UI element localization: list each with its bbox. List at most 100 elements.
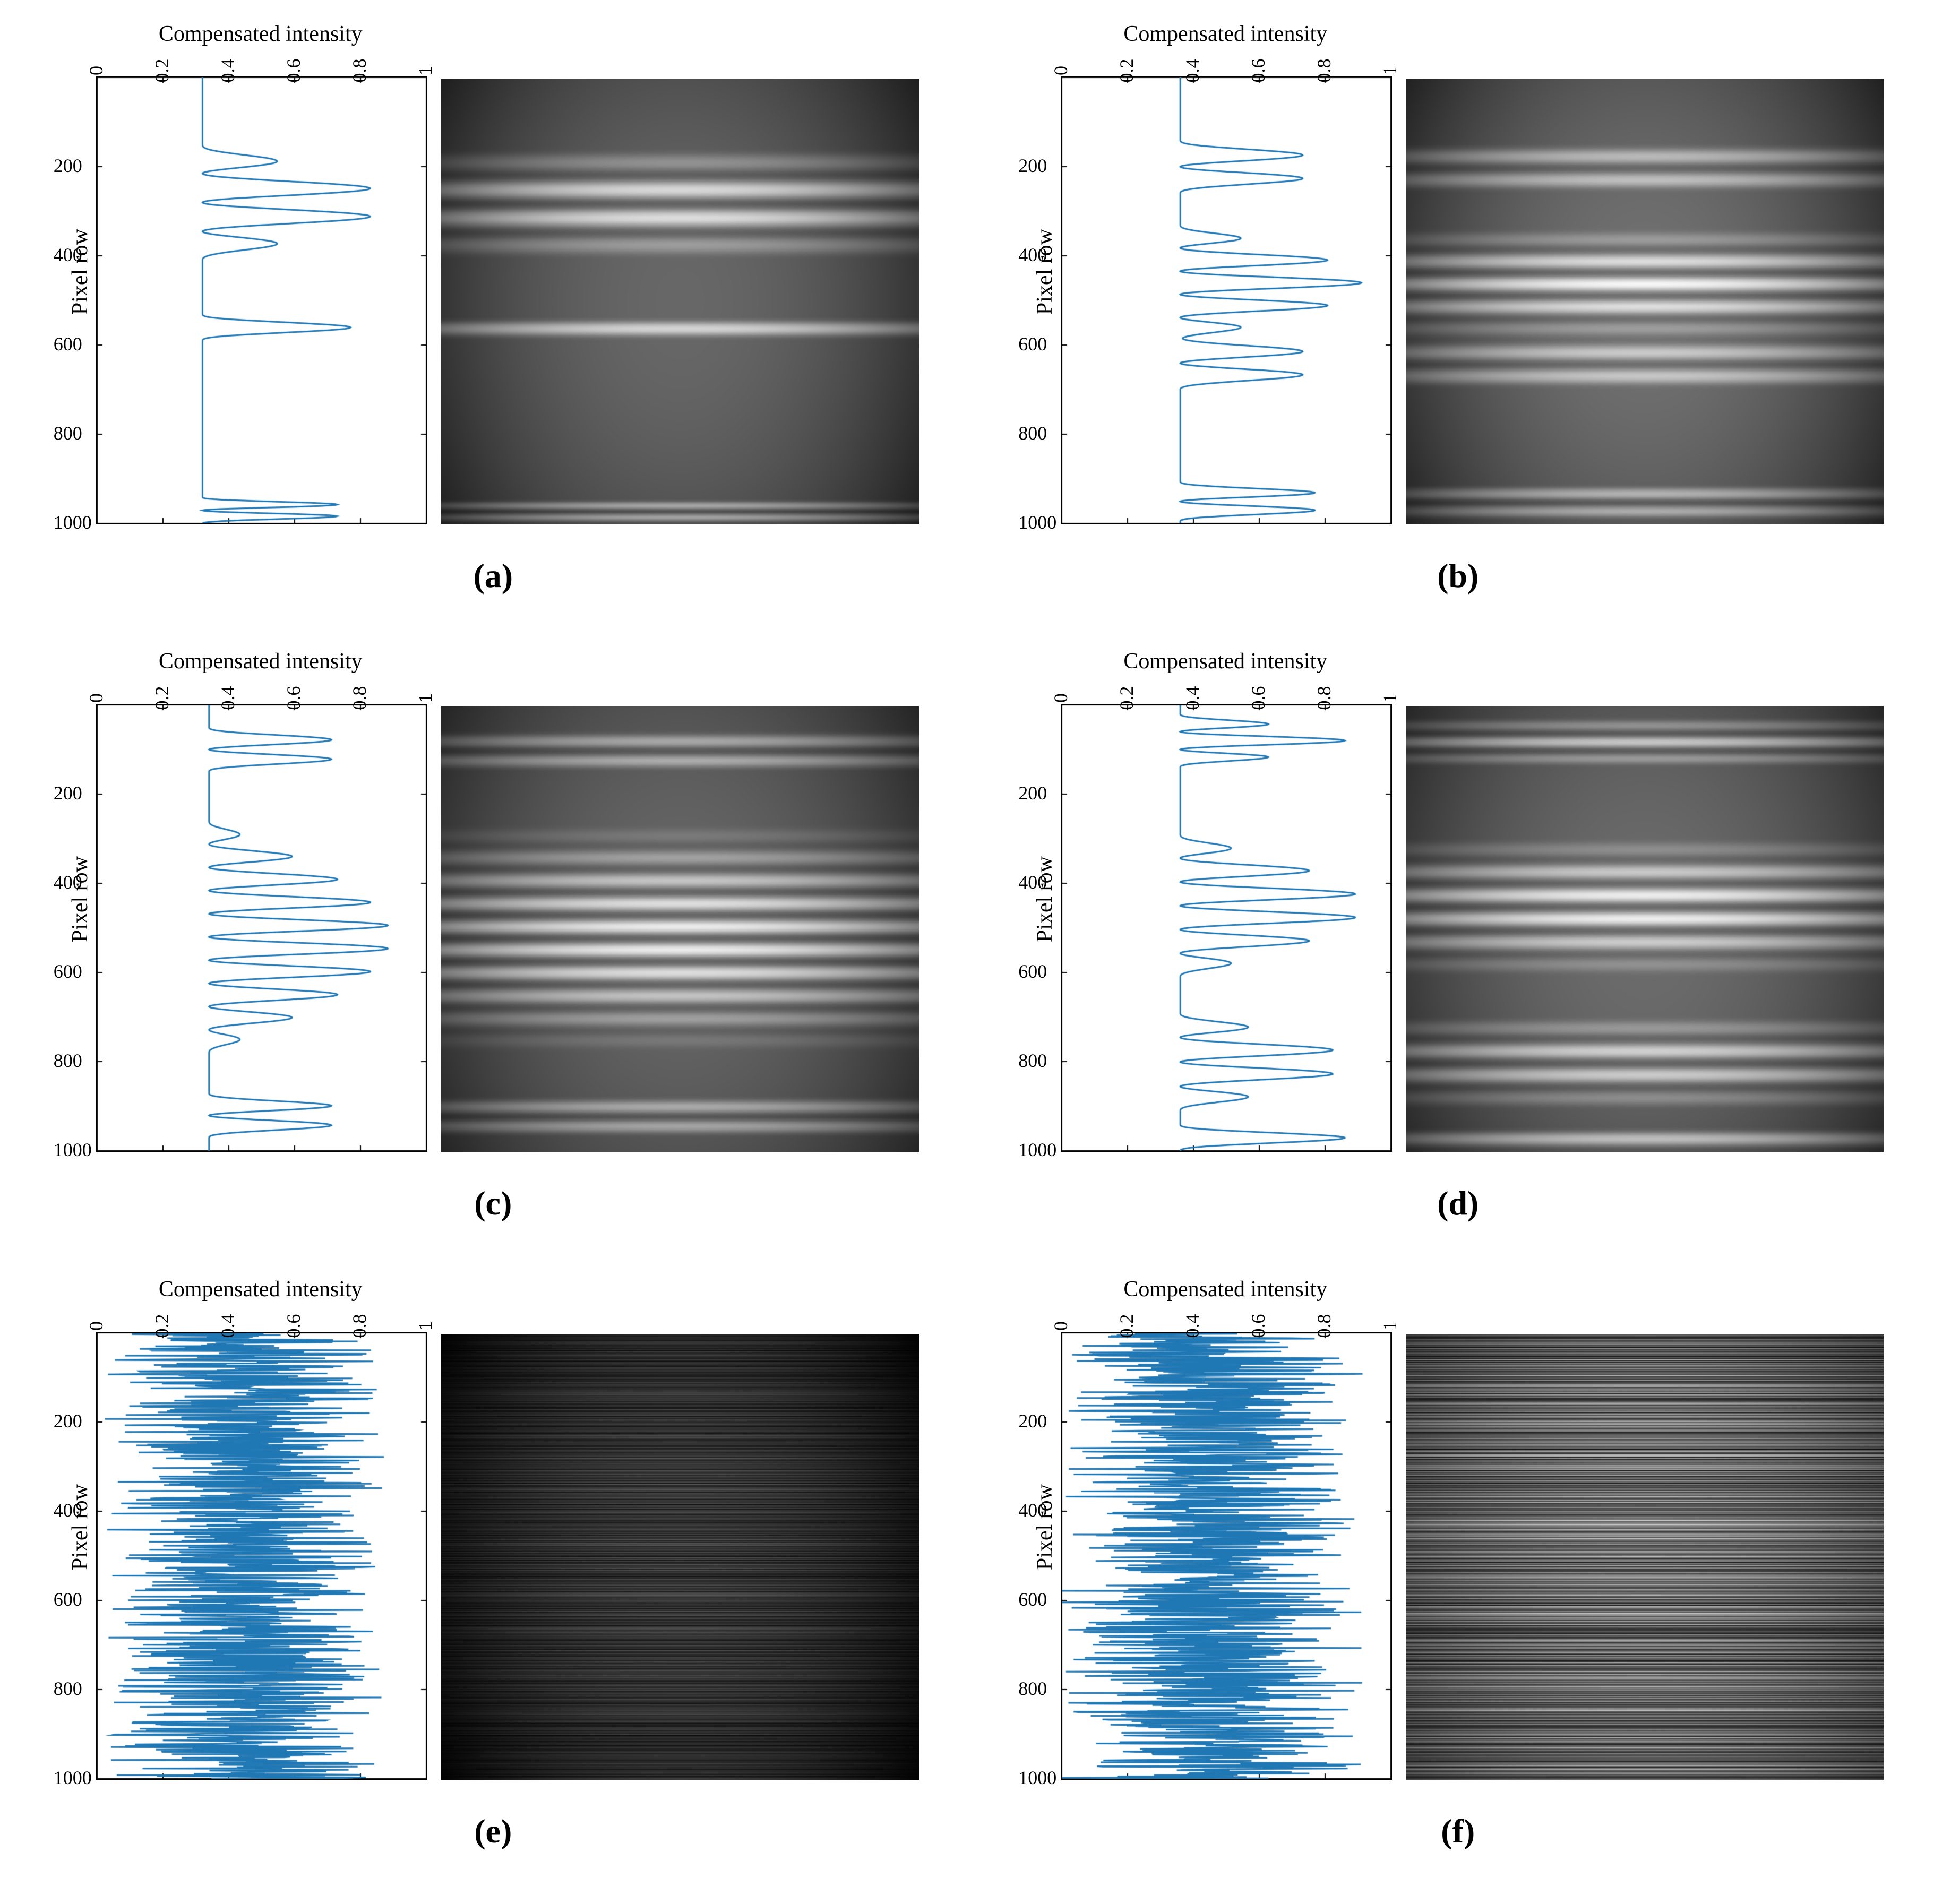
x-tick-label: 1: [414, 693, 436, 703]
x-tick-label: 1: [414, 1321, 436, 1331]
x-tick-label: 1: [1379, 66, 1401, 75]
panel-grid: Pixel row Compensated intensity 0 0.2 0.4 0.6…: [0, 0, 1951, 1904]
y-tick-label: 400: [54, 871, 82, 893]
x-axis-label: Compensated intensity: [96, 649, 425, 674]
y-tick-label: 400: [54, 244, 82, 266]
intensity-plot: [1061, 76, 1392, 524]
x-tick-label: 0.2: [151, 686, 173, 710]
y-tick-label: 1000: [1018, 1767, 1056, 1789]
y-tick-label: 200: [1018, 154, 1047, 177]
y-tick-label: 600: [54, 1588, 82, 1610]
x-tick-label: 0.4: [217, 1314, 239, 1338]
y-axis-label: Pixel row: [67, 1484, 93, 1570]
x-tick-label: 0.2: [151, 59, 173, 83]
x-tick-label: 0.6: [1247, 686, 1269, 710]
x-tick-label: 0.8: [348, 59, 371, 83]
y-axis-label: Pixel row: [67, 856, 93, 942]
y-tick-label: 800: [1018, 1049, 1047, 1072]
y-tick-label: 1000: [54, 1767, 92, 1789]
speckle-image: [1406, 706, 1884, 1152]
y-tick-label: 400: [1018, 871, 1047, 893]
panel-caption: (f): [1441, 1812, 1475, 1851]
speckle-image: [441, 1334, 919, 1780]
y-tick-label: 200: [54, 782, 82, 804]
y-axis-label: Pixel row: [1032, 229, 1058, 315]
x-tick-label: 0.6: [282, 686, 305, 710]
figure-page: Pixel row Compensated intensity 0 0.2 0.4 0.6…: [0, 0, 1951, 1904]
speckle-image: [441, 79, 919, 524]
x-tick-label: 0: [85, 66, 107, 75]
y-tick-label: 200: [1018, 782, 1047, 804]
x-tick-label: 0.8: [348, 1314, 371, 1338]
y-tick-label: 200: [54, 154, 82, 177]
panel-caption: (c): [474, 1184, 512, 1223]
x-tick-label: 0: [85, 1321, 107, 1331]
panel-caption: (b): [1437, 556, 1479, 596]
speckle-image: [1406, 1334, 1884, 1780]
x-tick-label: 0: [1050, 693, 1072, 703]
x-tick-label: 0: [85, 693, 107, 703]
panel-e: Pixel row Compensated intensity 0 0.2 0.4 0.6…: [21, 1277, 965, 1883]
x-tick-label: 0: [1050, 1321, 1072, 1331]
x-axis-label: Compensated intensity: [1061, 1277, 1390, 1302]
x-axis-label: Compensated intensity: [1061, 21, 1390, 47]
y-tick-label: 800: [1018, 1677, 1047, 1700]
x-tick-label: 0.4: [1181, 59, 1204, 83]
x-tick-label: 0.6: [282, 59, 305, 83]
y-tick-label: 800: [54, 422, 82, 444]
y-tick-label: 400: [54, 1499, 82, 1521]
x-tick-label: 0.6: [282, 1314, 305, 1338]
y-tick-label: 800: [54, 1677, 82, 1700]
y-tick-label: 600: [1018, 1588, 1047, 1610]
x-tick-label: 1: [1379, 1321, 1401, 1331]
y-axis-label: Pixel row: [1032, 1484, 1058, 1570]
y-tick-label: 800: [1018, 422, 1047, 444]
x-tick-label: 0: [1050, 66, 1072, 75]
x-tick-label: 0.4: [1181, 1314, 1204, 1338]
panel-caption: (a): [473, 556, 513, 596]
x-axis-label: Compensated intensity: [96, 1277, 425, 1302]
speckle-image: [441, 706, 919, 1152]
y-tick-label: 200: [54, 1410, 82, 1432]
intensity-plot: [96, 1332, 427, 1780]
y-axis-label: Pixel row: [1032, 856, 1058, 942]
panel-caption: (d): [1437, 1184, 1479, 1223]
x-axis-label: Compensated intensity: [96, 21, 425, 47]
y-tick-label: 600: [1018, 333, 1047, 355]
intensity-plot: [96, 76, 427, 524]
x-tick-label: 0.2: [151, 1314, 173, 1338]
x-tick-label: 0.4: [1181, 686, 1204, 710]
speckle-image: [1406, 79, 1884, 524]
intensity-plot: [1061, 704, 1392, 1152]
x-tick-label: 0.8: [1313, 1314, 1335, 1338]
y-tick-label: 400: [1018, 244, 1047, 266]
intensity-plot: [1061, 1332, 1392, 1780]
x-tick-label: 0.2: [1115, 59, 1138, 83]
y-tick-label: 200: [1018, 1410, 1047, 1432]
x-tick-label: 0.8: [1313, 686, 1335, 710]
x-tick-label: 0.8: [1313, 59, 1335, 83]
x-axis-label: Compensated intensity: [1061, 649, 1390, 674]
y-tick-label: 1000: [54, 511, 92, 533]
y-tick-label: 600: [54, 333, 82, 355]
y-tick-label: 1000: [1018, 511, 1056, 533]
intensity-plot: [96, 704, 427, 1152]
panel-caption: (e): [474, 1812, 512, 1851]
y-tick-label: 1000: [1018, 1139, 1056, 1161]
x-tick-label: 0.6: [1247, 59, 1269, 83]
x-tick-label: 0.8: [348, 686, 371, 710]
x-tick-label: 0.2: [1115, 686, 1138, 710]
panel-b: Pixel row Compensated intensity 0 0.2 0.4 0.6…: [986, 21, 1930, 627]
y-tick-label: 600: [1018, 960, 1047, 983]
y-tick-label: 800: [54, 1049, 82, 1072]
x-tick-label: 0.6: [1247, 1314, 1269, 1338]
x-tick-label: 0.4: [217, 59, 239, 83]
panel-d: Pixel row Compensated intensity 0 0.2 0.4 0.6…: [986, 649, 1930, 1255]
y-axis-label: Pixel row: [67, 229, 93, 315]
y-tick-label: 1000: [54, 1139, 92, 1161]
panel-c: Pixel row Compensated intensity 0 0.2 0.4 0.6…: [21, 649, 965, 1255]
panel-f: Pixel rowCompensated intensity00.20.40.6…: [986, 1277, 1930, 1883]
x-tick-label: 0.4: [217, 686, 239, 710]
panel-a: Pixel row Compensated intensity 0 0.2 0.4 0.6…: [21, 21, 965, 627]
x-tick-label: 1: [1379, 693, 1401, 703]
